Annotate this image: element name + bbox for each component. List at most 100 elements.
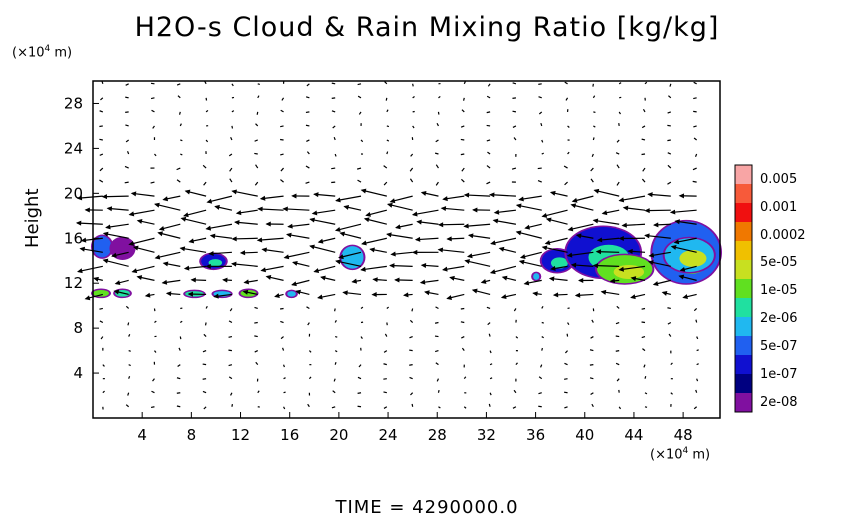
- wind-vector: [641, 138, 646, 141]
- wind-vector: [177, 364, 181, 368]
- wind-vector-head: [231, 261, 237, 267]
- wind-vector-head: [515, 230, 522, 236]
- wind-vector: [230, 392, 233, 396]
- wind-vector-head: [292, 260, 298, 266]
- wind-vector: [592, 95, 596, 99]
- wind-vector: [643, 364, 646, 368]
- wind-vector: [228, 364, 233, 367]
- wind-vector: [124, 165, 129, 169]
- wind-vector-head: [682, 294, 688, 300]
- wind-vector: [618, 82, 622, 85]
- wind-vector: [671, 245, 697, 253]
- wind-vector: [567, 151, 570, 155]
- wind-vector: [693, 110, 697, 113]
- wind-vector: [644, 81, 648, 85]
- wind-vector-head: [618, 197, 625, 203]
- wind-vector: [516, 231, 542, 239]
- wind-vector: [280, 125, 284, 128]
- wind-vector-head: [128, 241, 135, 246]
- wind-vector: [228, 376, 233, 380]
- wind-vector: [128, 364, 131, 367]
- wind-vector-head: [106, 206, 113, 212]
- wind-vector: [128, 333, 131, 337]
- colorbar-label: 5e-07: [760, 339, 798, 354]
- wind-vector: [619, 265, 646, 271]
- wind-vector-head: [84, 207, 90, 213]
- wind-vector: [384, 333, 388, 337]
- wind-vector: [383, 181, 388, 186]
- wind-vector: [461, 167, 465, 172]
- wind-vector: [670, 392, 673, 395]
- wind-vector: [490, 194, 516, 197]
- wind-vector-head: [464, 259, 471, 265]
- wind-vector: [667, 321, 672, 325]
- wind-vector: [409, 364, 413, 366]
- wind-vector: [151, 109, 155, 113]
- wind-vector-head: [256, 237, 263, 243]
- wind-vector-head: [259, 195, 266, 201]
- wind-vector: [334, 308, 336, 312]
- wind-vector: [331, 110, 336, 113]
- wind-vector: [564, 81, 568, 85]
- wind-vector-head: [317, 294, 323, 300]
- wind-vector: [257, 83, 260, 86]
- wind-vector: [125, 111, 129, 113]
- wind-vector-head: [243, 279, 250, 285]
- wind-vector-head: [234, 220, 240, 226]
- wind-vector-head: [213, 293, 219, 299]
- wind-vector: [77, 195, 103, 199]
- colorbar-swatch: [735, 279, 752, 298]
- wind-vector: [541, 336, 544, 339]
- wind-vector: [464, 223, 491, 227]
- wind-vector: [564, 406, 568, 409]
- wind-vector-head: [335, 197, 341, 203]
- wind-vector: [254, 152, 258, 155]
- wind-vector-head: [437, 247, 444, 253]
- wind-vector: [280, 167, 285, 172]
- wind-vector: [694, 153, 698, 158]
- wind-vector: [567, 322, 570, 325]
- y-tick-label: 4: [73, 364, 83, 382]
- wind-vector: [460, 125, 465, 128]
- wind-vector-head: [661, 290, 668, 296]
- wind-vector: [100, 97, 104, 101]
- wind-vector: [125, 96, 129, 99]
- wind-vector: [179, 320, 183, 324]
- wind-vector: [436, 122, 439, 127]
- wind-vector: [540, 122, 543, 127]
- wind-vector: [435, 139, 439, 143]
- wind-vector: [486, 95, 491, 99]
- wind-vector: [692, 167, 697, 171]
- wind-vector: [333, 378, 336, 382]
- wind-vector: [255, 361, 259, 366]
- wind-vector: [412, 125, 415, 129]
- wind-vector-head: [130, 191, 137, 197]
- wind-vector: [150, 82, 155, 85]
- wind-vector-head: [592, 218, 599, 224]
- wind-vector: [439, 223, 465, 226]
- wind-vector: [590, 167, 594, 172]
- x-tick-label: 20: [329, 426, 348, 444]
- wind-vector-head: [188, 238, 195, 244]
- wind-vector: [693, 81, 697, 85]
- wind-vector: [564, 391, 568, 394]
- wind-vector-head: [389, 263, 395, 269]
- wind-vector: [231, 83, 234, 87]
- wind-vector: [361, 265, 387, 271]
- wind-vector: [487, 322, 491, 326]
- wind-vector: [126, 151, 130, 155]
- wind-vector-head: [101, 194, 108, 200]
- wind-vector-head: [76, 195, 83, 201]
- wind-vector: [515, 336, 519, 339]
- wind-vector-head: [621, 222, 627, 228]
- wind-vector-head: [342, 290, 348, 296]
- wind-vector-head: [184, 189, 191, 195]
- wind-vector: [512, 110, 517, 113]
- wind-vector: [695, 389, 698, 393]
- wind-vector-head: [419, 279, 426, 285]
- wind-vector: [203, 406, 207, 410]
- wind-vector: [567, 125, 570, 128]
- colorbar-label: 0.0002: [760, 228, 806, 243]
- wind-vector: [592, 137, 595, 141]
- wind-vector: [332, 125, 336, 129]
